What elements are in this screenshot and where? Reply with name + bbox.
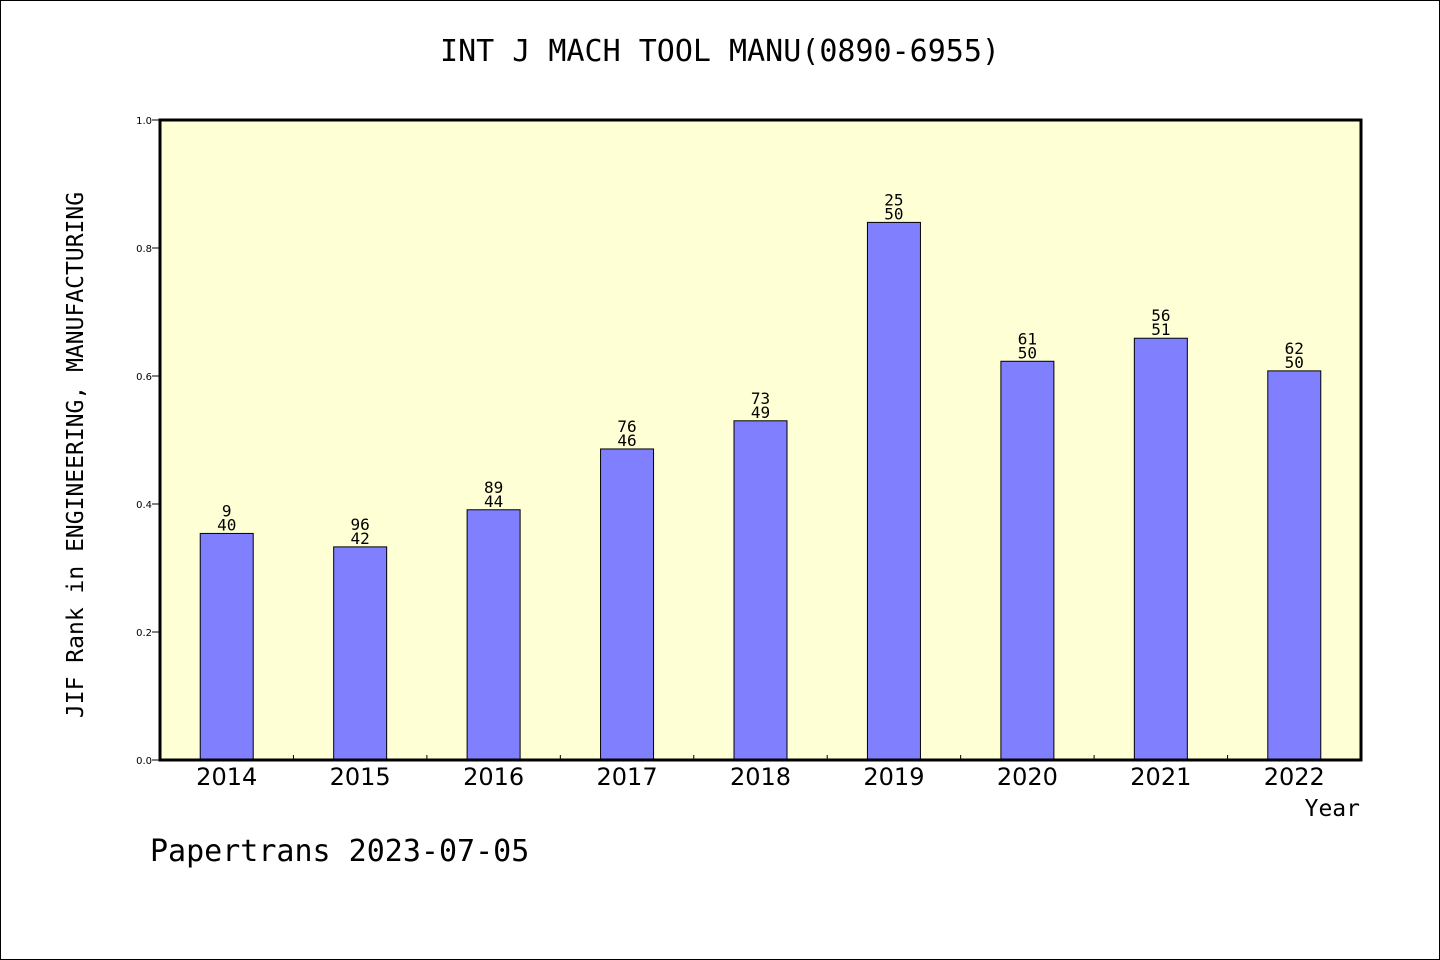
- bars: [199, 221, 1322, 761]
- bar-label-top: 89: [484, 478, 503, 497]
- bar-2021: [1133, 337, 1188, 761]
- y-tick-label: 0.6: [136, 372, 152, 383]
- bar-label-bottom: 46: [617, 431, 636, 450]
- bar-label-bottom: 50: [1285, 353, 1304, 372]
- bar-2016: [466, 509, 521, 761]
- y-axis-ticks: 0.0 0.2 0.4 0.6 0.8 1.0: [136, 116, 160, 767]
- bar-label-top: 76: [617, 417, 636, 436]
- bar-label-bottom: 42: [351, 529, 370, 548]
- bar-label-top: 56: [1151, 306, 1170, 325]
- y-tick-label: 0.8: [136, 244, 152, 255]
- bar-label-top: 96: [351, 515, 370, 534]
- bar-label-bottom: 50: [1018, 343, 1037, 362]
- bar-2015: [333, 546, 388, 761]
- y-tick-label: 0.0: [136, 756, 152, 767]
- bar-2017: [600, 448, 655, 761]
- y-tick-label: 0.4: [136, 500, 152, 511]
- plot-border: [158, 118, 1363, 762]
- x-tick-label: 2015: [330, 763, 391, 791]
- y-tick-label: 0.2: [136, 628, 152, 639]
- x-tick-label: 2016: [463, 763, 524, 791]
- x-axis-ticks: 2014 2015 2016 2017 2018 2019 2020 2021 2022: [196, 755, 1325, 791]
- bar-label-bottom: 50: [884, 204, 903, 223]
- bar-label-top: 62: [1285, 339, 1304, 358]
- x-tick-label: 2022: [1264, 763, 1325, 791]
- bar-label-bottom: 49: [751, 403, 770, 422]
- x-tick-label: 2019: [863, 763, 924, 791]
- bar-label-bottom: 40: [217, 515, 236, 534]
- bar-label-top: 73: [751, 389, 770, 408]
- bar-2022: [1267, 370, 1322, 761]
- x-tick-label: 2018: [730, 763, 791, 791]
- x-tick-label: 2014: [196, 763, 257, 791]
- chart-title: INT J MACH TOOL MANU(0890-6955): [440, 34, 1000, 69]
- bar-label-top: 61: [1018, 329, 1037, 348]
- bar-2014: [199, 532, 254, 761]
- x-tick-label: 2017: [597, 763, 658, 791]
- x-tick-label: 2021: [1130, 763, 1191, 791]
- y-tick-label: 1.0: [136, 116, 152, 127]
- bar-label-bottom: 51: [1151, 320, 1170, 339]
- bar-2020: [1000, 360, 1055, 761]
- bar-label-top: 25: [884, 190, 903, 209]
- footer-text: Papertrans 2023-07-05: [150, 834, 530, 869]
- x-axis-label: Year: [1304, 796, 1360, 822]
- x-tick-label: 2020: [997, 763, 1058, 791]
- bar-2018: [733, 420, 788, 761]
- bar-2019: [866, 221, 921, 761]
- bar-label-top: 9: [222, 501, 232, 520]
- bar-label-bottom: 44: [484, 492, 503, 511]
